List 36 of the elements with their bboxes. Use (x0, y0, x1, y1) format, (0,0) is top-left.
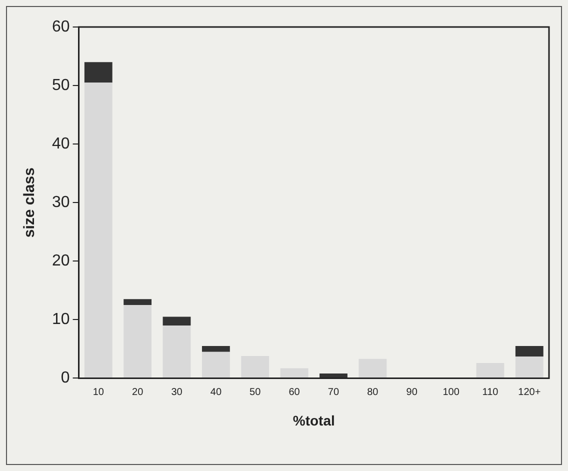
y-tick-label: 0 (60, 370, 70, 387)
x-tick-label: 50 (250, 386, 262, 398)
bar (515, 346, 544, 357)
x-tick-label: 60 (288, 386, 300, 398)
bar (280, 368, 308, 378)
x-axis-title: %total (292, 412, 335, 428)
x-tick-label: 10 (92, 386, 104, 398)
x-tick-label: 110 (482, 386, 499, 398)
x-tick-label: 80 (367, 386, 379, 398)
y-tick-label: 10 (52, 311, 70, 328)
y-tick-label: 30 (52, 194, 70, 212)
bar (515, 356, 544, 378)
bar (162, 326, 191, 378)
y-axis-title: size class (21, 168, 38, 238)
bar (202, 352, 230, 378)
bar (320, 374, 348, 378)
bar (162, 316, 191, 326)
x-tick-label: 40 (210, 386, 222, 398)
bar (358, 358, 387, 378)
bar (476, 362, 504, 378)
bar (202, 346, 230, 352)
bar (124, 305, 152, 378)
bar (241, 356, 270, 378)
x-tick-label: 120+ (518, 386, 541, 398)
bar (124, 299, 152, 306)
y-tick-label: 40 (52, 135, 70, 152)
x-tick-label: 90 (406, 386, 418, 398)
x-tick-label: 30 (171, 386, 183, 398)
y-tick-label: 20 (52, 252, 70, 270)
x-tick-label: 70 (328, 386, 340, 398)
y-tick-label: 60 (52, 18, 70, 36)
bar (84, 62, 112, 83)
bar (84, 82, 112, 378)
y-tick-label: 50 (52, 76, 70, 94)
x-tick-label: 100 (442, 386, 460, 398)
x-tick-label: 20 (132, 386, 144, 398)
